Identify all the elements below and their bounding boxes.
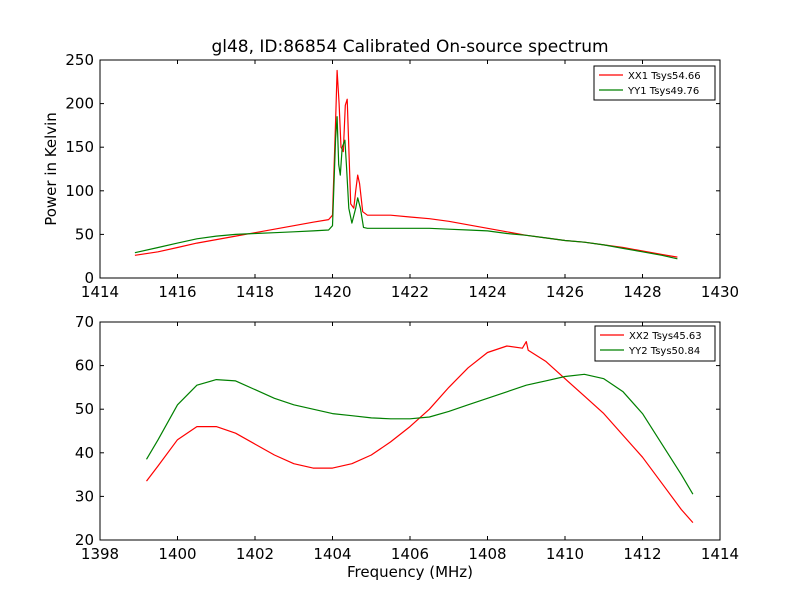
y-tick-label: 30 (75, 487, 94, 505)
x-tick-label: 1422 (391, 283, 429, 301)
x-tick-label: 1400 (158, 545, 196, 563)
y-tick-label: 150 (65, 138, 94, 156)
x-tick-label: 1424 (468, 283, 506, 301)
x-axis-label: Frequency (MHz) (347, 563, 473, 581)
legend-label: YY2 Tsys50.84 (628, 346, 700, 357)
y-tick-label: 50 (75, 225, 94, 243)
y-tick-label: 0 (84, 269, 94, 287)
x-tick-label: 1402 (236, 545, 274, 563)
x-tick-label: 1404 (313, 545, 351, 563)
x-tick-label: 1410 (546, 545, 584, 563)
y-tick-label: 200 (65, 95, 94, 113)
y-tick-label: 100 (65, 182, 94, 200)
legend-label: XX2 Tsys45.63 (629, 331, 702, 342)
legend-label: YY1 Tsys49.76 (627, 86, 699, 97)
y-tick-label: 50 (75, 400, 94, 418)
bottom-plot: 1398 1400 1402 1404 1406 1408 1410 1412 1414 20 30… (75, 313, 739, 581)
x-tick-label: 1420 (313, 283, 351, 301)
y-tick-label: 20 (75, 531, 94, 549)
legend-label: XX1 Tsys54.66 (628, 71, 701, 82)
x-tick-label: 1408 (468, 545, 506, 563)
x-tick-label: 1414 (81, 283, 119, 301)
x-tick-label: 1430 (701, 283, 739, 301)
x-tick-label: 1414 (701, 545, 739, 563)
x-tick-label: 1412 (623, 545, 661, 563)
x-tick-label: 1426 (546, 283, 584, 301)
legend-box (593, 65, 716, 101)
y-axis-label: Power in Kelvin (42, 112, 60, 226)
legend-box (594, 325, 716, 362)
x-tick-label: 1428 (623, 283, 661, 301)
x-tick-label: 1406 (391, 545, 429, 563)
y-tick-label: 250 (65, 51, 94, 69)
x-tick-label: 1398 (81, 545, 119, 563)
y-tick-label: 40 (75, 444, 94, 462)
x-tick-label: 1416 (158, 283, 196, 301)
y-tick-label: 60 (75, 357, 94, 375)
figure-title: gl48, ID:86854 Calibrated On-source spec… (211, 37, 608, 57)
legend: XX2 Tsys45.63 YY2 Tsys50.84 (594, 325, 716, 362)
series-line-2-1 (146, 341, 694, 523)
x-tick-label: 1418 (236, 283, 274, 301)
legend: XX1 Tsys54.66 YY1 Tsys49.76 (593, 65, 716, 101)
top-plot: 1414 1416 1418 1420 1422 1424 1426 1428 1430 0 50 1… (42, 51, 739, 301)
y-tick-label: 70 (75, 313, 94, 331)
series-line-1-2 (134, 116, 678, 260)
series-line-2-2 (145, 373, 694, 495)
